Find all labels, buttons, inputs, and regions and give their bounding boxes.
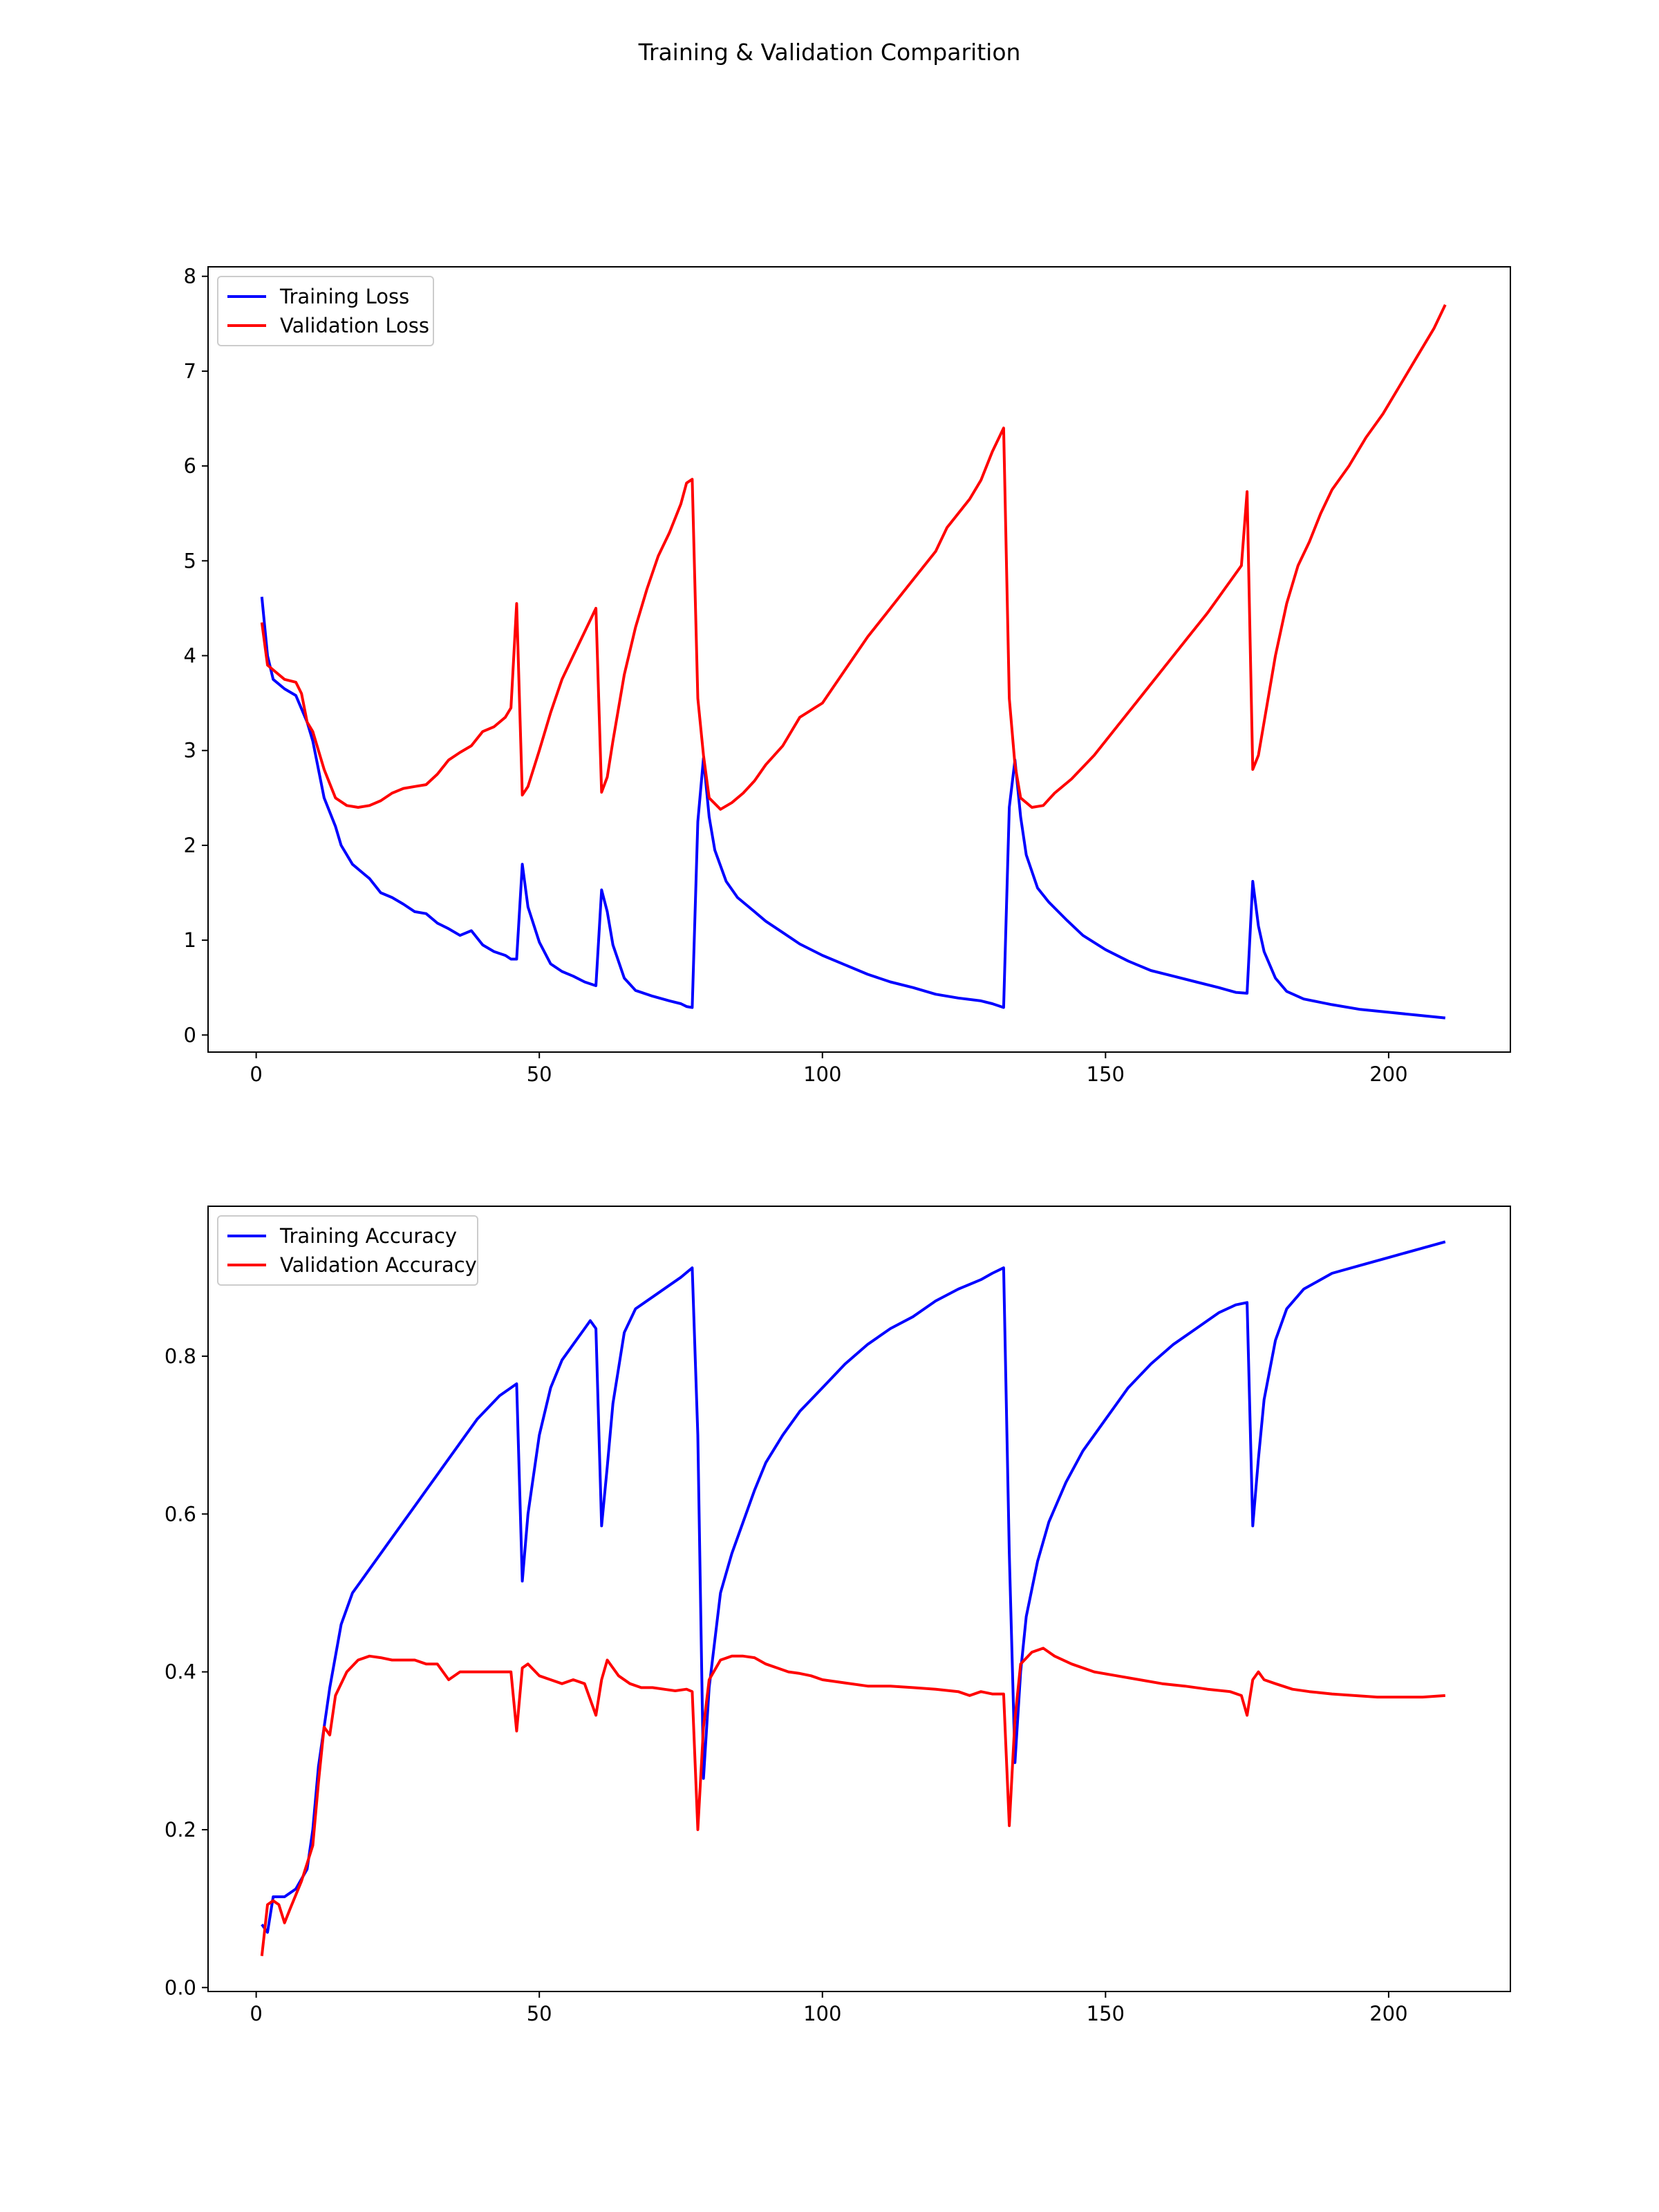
loss-legend-label-2: Validation Loss xyxy=(280,314,429,337)
accuracy-series-line-1 xyxy=(261,1240,1446,1934)
loss-y-tick-label: 5 xyxy=(184,549,196,572)
accuracy-legend-label-2: Validation Accuracy xyxy=(280,1253,477,1277)
accuracy-subplot: 0 50 100 150 200 0.0 0.2 0.4 0.6 0.8 Training Accu… xyxy=(165,1206,1511,2025)
loss-y-tick-label: 8 xyxy=(184,265,196,288)
accuracy-y-tick-label: 0.4 xyxy=(165,1660,196,1684)
accuracy-x-tick-label: 100 xyxy=(803,2002,841,2025)
accuracy-legend xyxy=(217,1215,478,1286)
accuracy-x-tick-label: 50 xyxy=(527,2002,552,2025)
accuracy-axes-frame xyxy=(207,1206,1511,1992)
loss-x-tick-label: 100 xyxy=(803,1062,841,1086)
figure-title: Training & Validation Comparition xyxy=(638,39,1021,66)
accuracy-series-line-2 xyxy=(260,1647,1445,1956)
loss-x-tick-label: 0 xyxy=(250,1062,262,1086)
loss-y-tick-label: 2 xyxy=(184,834,196,857)
accuracy-x-tick-label: 150 xyxy=(1087,2002,1125,2025)
loss-legend xyxy=(217,276,434,346)
loss-y-tick-label: 6 xyxy=(184,454,196,478)
loss-y-tick-label: 3 xyxy=(184,739,196,762)
accuracy-x-tick-label: 200 xyxy=(1369,2002,1407,2025)
loss-x-tick-label: 150 xyxy=(1087,1062,1125,1086)
loss-y-tick-label: 4 xyxy=(184,644,196,668)
loss-x-tick-label: 200 xyxy=(1369,1062,1407,1086)
loss-x-tick-label: 50 xyxy=(527,1062,552,1086)
loss-y-tick-label: 0 xyxy=(184,1023,196,1047)
accuracy-y-tick-label: 0.0 xyxy=(165,1976,196,1999)
loss-subplot: 0 50 100 150 200 0 1 2 3 4 5 6 7 8 Training Loss Valida… xyxy=(184,265,1511,1086)
loss-series-line-2 xyxy=(260,304,1447,811)
loss-legend-label-1: Training Loss xyxy=(279,285,409,308)
accuracy-y-tick-label: 0.6 xyxy=(165,1502,196,1526)
loss-series-line-1 xyxy=(260,597,1445,1020)
loss-axes-frame xyxy=(207,266,1511,1053)
accuracy-y-tick-label: 0.2 xyxy=(165,1818,196,1841)
loss-y-tick-label: 7 xyxy=(184,359,196,383)
accuracy-y-tick-label: 0.8 xyxy=(165,1344,196,1368)
accuracy-legend-label-1: Training Accuracy xyxy=(279,1224,457,1248)
accuracy-x-tick-label: 0 xyxy=(250,2002,262,2025)
loss-y-tick-label: 1 xyxy=(184,928,196,952)
